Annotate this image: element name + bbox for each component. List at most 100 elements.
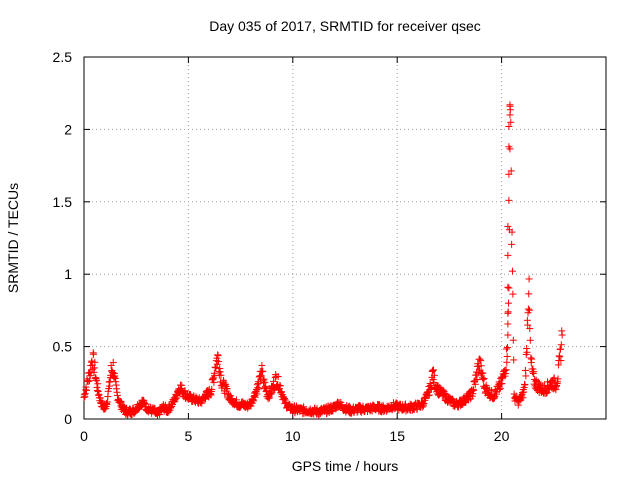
- data-point: [504, 344, 512, 352]
- x-axis-label: GPS time / hours: [292, 458, 399, 474]
- y-axis-label: SRMTID / TECUs: [5, 183, 21, 293]
- data-point: [267, 390, 275, 398]
- data-point: [90, 350, 98, 358]
- data-point: [208, 385, 216, 393]
- data-point: [524, 321, 532, 329]
- data-point: [86, 372, 94, 380]
- data-point: [526, 336, 534, 344]
- data-point: [505, 299, 513, 307]
- data-point: [85, 377, 93, 385]
- x-tick-label: 15: [389, 428, 405, 444]
- data-point: [509, 290, 517, 298]
- data-point: [83, 386, 91, 394]
- data-point: [265, 394, 273, 402]
- data-point: [430, 366, 438, 374]
- data-point: [470, 386, 478, 394]
- data-point: [505, 123, 513, 131]
- data-point: [270, 377, 278, 385]
- data-point: [217, 371, 225, 379]
- data-point: [94, 380, 102, 388]
- data-point: [232, 396, 240, 404]
- data-point: [488, 387, 496, 395]
- data-point: [502, 366, 510, 374]
- data-point: [505, 196, 513, 204]
- data-point: [556, 345, 564, 353]
- data-point: [376, 401, 384, 409]
- data-point: [525, 275, 533, 283]
- data-point: [276, 382, 284, 390]
- data-point: [255, 385, 263, 393]
- data-point: [181, 387, 189, 395]
- data-point: [142, 400, 150, 408]
- data-point: [479, 376, 487, 384]
- y-tick-label: 2.5: [53, 49, 73, 65]
- y-tick-label: 1: [64, 266, 72, 282]
- data-point: [471, 380, 479, 388]
- data-point: [476, 355, 484, 363]
- data-point: [507, 118, 515, 126]
- data-point: [93, 377, 101, 385]
- data-point: [522, 372, 530, 380]
- data-point: [214, 352, 222, 360]
- data-point: [556, 353, 564, 361]
- data-point: [557, 341, 565, 349]
- data-point: [274, 372, 282, 380]
- data-point: [429, 366, 437, 374]
- data-point: [550, 374, 558, 382]
- data-point: [480, 374, 488, 382]
- data-point: [259, 367, 267, 375]
- data-point: [223, 385, 231, 393]
- data-point: [260, 375, 268, 383]
- data-point: [504, 309, 512, 317]
- y-tick-label: 0.5: [53, 339, 73, 355]
- data-point: [477, 362, 485, 370]
- data-point: [508, 267, 516, 275]
- data-point: [430, 371, 438, 379]
- data-point: [253, 390, 261, 398]
- data-point: [212, 364, 220, 372]
- data-point: [504, 320, 512, 328]
- data-point: [300, 403, 308, 411]
- data-point: [508, 228, 516, 236]
- data-point: [504, 222, 512, 230]
- data-point: [536, 380, 544, 388]
- y-tick-label: 1.5: [53, 194, 73, 210]
- chart-title: Day 035 of 2017, SRMTID for receiver qse…: [209, 18, 481, 34]
- data-point: [498, 380, 506, 388]
- data-point: [93, 387, 101, 395]
- data-point: [473, 376, 481, 384]
- data-point: [514, 401, 522, 409]
- data-point: [554, 375, 562, 383]
- x-tick-label: 20: [494, 428, 510, 444]
- data-point: [505, 170, 513, 178]
- data-point: [524, 305, 532, 313]
- x-tick-label: 5: [185, 428, 193, 444]
- data-point: [528, 355, 536, 363]
- data-point: [543, 389, 551, 397]
- data-point: [117, 398, 125, 406]
- data-point: [525, 290, 533, 298]
- data-point: [479, 369, 487, 377]
- data-point: [178, 381, 186, 389]
- data-point: [214, 358, 222, 366]
- data-point: [434, 382, 442, 390]
- data-point: [109, 368, 117, 376]
- data-point: [504, 251, 512, 259]
- data-point: [505, 143, 513, 151]
- data-point: [519, 394, 527, 402]
- data-point: [87, 362, 95, 370]
- data-point: [429, 376, 437, 384]
- data-point: [493, 390, 501, 398]
- data-point: [525, 306, 533, 314]
- data-point: [506, 102, 514, 110]
- data-point: [558, 331, 566, 339]
- data-point: [526, 325, 534, 333]
- y-tick-label: 0: [64, 411, 72, 427]
- x-tick-label: 0: [80, 428, 88, 444]
- data-point: [530, 368, 538, 376]
- data-point: [505, 284, 513, 292]
- data-point: [91, 358, 99, 366]
- data-point: [531, 375, 539, 383]
- data-point: [504, 283, 512, 291]
